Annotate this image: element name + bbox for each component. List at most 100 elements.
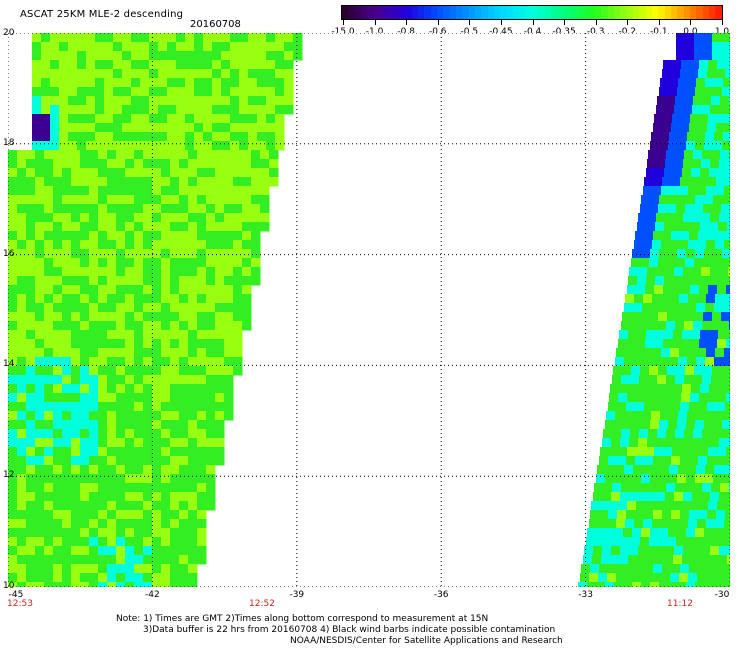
- swath-cell: [89, 447, 99, 457]
- swath-cell: [260, 186, 270, 196]
- swath-cell: [669, 411, 679, 421]
- swath-cell: [95, 114, 105, 124]
- swath-cell: [649, 366, 659, 376]
- swath-cell: [691, 168, 701, 178]
- swath-cell: [125, 150, 135, 160]
- swath-cell: [50, 60, 60, 70]
- swath-cell: [612, 375, 622, 385]
- swath-cell: [671, 456, 681, 466]
- time-middle: 12:52: [249, 599, 275, 609]
- swath-cell: [260, 195, 270, 205]
- swath-cell: [642, 465, 652, 475]
- swath-cell: [98, 582, 108, 587]
- colorbar-segment: [715, 6, 722, 19]
- swath-cell: [616, 573, 626, 583]
- swath-cell: [188, 285, 198, 295]
- swath-cell: [680, 510, 690, 520]
- swath-cell: [618, 339, 628, 349]
- swath-cell: [95, 105, 105, 115]
- colorbar-segment: [576, 6, 583, 19]
- swath-cell: [723, 357, 730, 367]
- swath-cell: [239, 123, 249, 133]
- swath-cell: [116, 438, 126, 448]
- swath-cell: [275, 42, 285, 52]
- swath-cell: [644, 402, 654, 412]
- swath-cell: [728, 213, 730, 223]
- swath-cell: [8, 465, 18, 475]
- swath-cell: [107, 474, 117, 484]
- swath-cell: [170, 366, 180, 376]
- swath-cell: [71, 393, 81, 403]
- swath-cell: [170, 303, 180, 313]
- swath-cell: [663, 285, 673, 295]
- swath-cell: [17, 447, 27, 457]
- swath-cell: [266, 105, 276, 115]
- swath-cell: [17, 348, 27, 358]
- swath-cell: [17, 231, 27, 241]
- swath-cell: [656, 546, 666, 556]
- swath-cell: [284, 33, 294, 43]
- swath-cell: [666, 375, 676, 385]
- swath-cell: [703, 204, 713, 214]
- swath-cell: [134, 384, 144, 394]
- swath-cell: [194, 96, 204, 106]
- swath-cell: [610, 555, 620, 565]
- swath-cell: [26, 375, 36, 385]
- swath-cell: [80, 204, 90, 214]
- swath-cell: [251, 213, 261, 223]
- swath-cell: [80, 240, 90, 250]
- swath-cell: [596, 528, 606, 538]
- swath-cell: [134, 546, 144, 556]
- swath-cell: [715, 294, 725, 304]
- swath-cell: [589, 573, 599, 583]
- swath-cell: [674, 492, 684, 502]
- swath-cell: [194, 33, 204, 43]
- swath-cell: [188, 555, 198, 565]
- swath-cell: [86, 141, 96, 151]
- swath-cell: [206, 366, 216, 376]
- swath-cell: [242, 168, 252, 178]
- swath-cell: [710, 546, 720, 556]
- swath-cell: [116, 249, 126, 259]
- swath-cell: [679, 186, 689, 196]
- swath-cell: [665, 546, 675, 556]
- swath-cell: [203, 69, 213, 79]
- swath-cell: [134, 312, 144, 322]
- swath-cell: [661, 573, 671, 583]
- swath-cell: [26, 402, 36, 412]
- swath-cell: [668, 249, 678, 259]
- swath-cell: [587, 582, 597, 587]
- swath-cell: [167, 141, 177, 151]
- swath-cell: [628, 384, 638, 394]
- swath-cell: [661, 186, 671, 196]
- swath-cell: [161, 357, 171, 367]
- colorbar-segment: [607, 6, 615, 19]
- swath-cell: [35, 168, 45, 178]
- swath-cell: [203, 132, 213, 142]
- swath-cell: [668, 141, 678, 151]
- swath-cell: [125, 573, 135, 583]
- swath-cell: [221, 105, 231, 115]
- swath-cell: [161, 555, 171, 565]
- swath-cell: [41, 96, 51, 106]
- swath-cell: [53, 510, 63, 520]
- swath-cell: [8, 267, 18, 277]
- swath-cell: [140, 114, 150, 124]
- swath-cell: [134, 375, 144, 385]
- swath-cell: [143, 339, 153, 349]
- swath-cell: [8, 249, 18, 259]
- swath-cell: [197, 429, 207, 439]
- swath-cell: [718, 555, 728, 565]
- swath-cell: [622, 366, 632, 376]
- swath-cell: [638, 213, 648, 223]
- swath-cell: [728, 159, 730, 169]
- swath-cell: [71, 321, 81, 331]
- swath-cell: [44, 429, 54, 439]
- swath-cell: [179, 330, 189, 340]
- swath-cell: [664, 168, 674, 178]
- swath-cell: [651, 357, 661, 367]
- swath-cell: [266, 114, 276, 124]
- swath-cell: [727, 555, 730, 565]
- swath-cell: [107, 447, 117, 457]
- swath-cell: [206, 447, 216, 457]
